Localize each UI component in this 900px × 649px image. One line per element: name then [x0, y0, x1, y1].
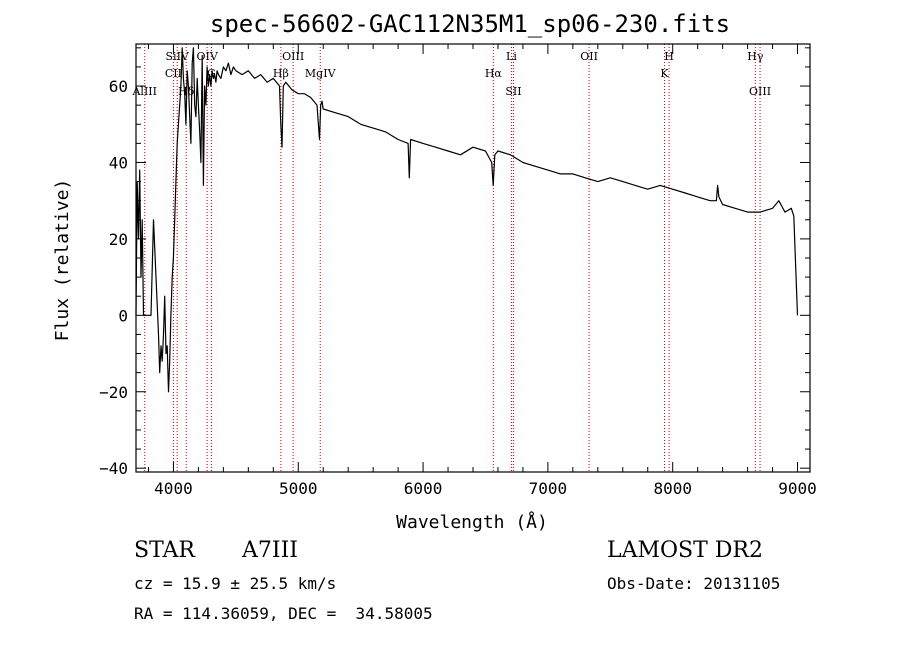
chart-title: spec-56602-GAC112N35M1_sp06-230.fits: [210, 10, 730, 38]
line-marker-label-4: OIV: [196, 50, 218, 63]
y-tick-label: 40: [109, 153, 128, 172]
line-marker-label-10: Hα: [485, 67, 503, 80]
y-tick-label: 60: [109, 77, 128, 96]
line-marker-label-9: Li: [506, 50, 517, 63]
line-marker-label-15: Hγ: [747, 50, 764, 63]
coordinates-text: RA = 114.36059, DEC = 34.58005: [134, 604, 433, 623]
y-tick-label: 20: [109, 230, 128, 249]
y-tick-label: −40: [99, 459, 128, 478]
x-tick-label: 9000: [778, 479, 817, 498]
line-marker-label-11: SII: [505, 85, 521, 98]
x-tick-label: 5000: [279, 479, 318, 498]
y-tick-label: 0: [118, 306, 128, 325]
plot-frame: [135, 43, 811, 473]
line-marker-label-0: AlIII: [131, 85, 157, 98]
x-tick-label: 4000: [154, 479, 193, 498]
line-marker-label-14: K: [660, 67, 669, 80]
spectrum-series: [135, 47, 799, 393]
line-marker-label-16: OIII: [749, 85, 771, 98]
spectrum-line-0: [135, 47, 799, 393]
y-tick-label: −20: [99, 383, 128, 402]
axes: 4000 5000 6000 7000 8000 9000 −40 −20 0 20 40 60: [99, 43, 817, 498]
line-marker-label-8: MgIV: [305, 67, 337, 80]
x-tick-label: 6000: [404, 479, 443, 498]
y-axis-label: Flux (relative): [52, 179, 73, 342]
survey-label: LAMOST DR2: [607, 538, 763, 563]
cz-text: cz = 15.9 ± 25.5 km/s: [134, 574, 337, 593]
spectrum-chart: spec-56602-GAC112N35M1_sp06-230.fits AlI…: [52, 10, 817, 533]
obs-date-text: Obs-Date: 20131105: [607, 574, 781, 593]
line-marker-label-7: Hβ: [273, 67, 289, 80]
object-subclass-label: A7III: [242, 538, 298, 563]
x-axis-label: Wavelength (Å): [396, 511, 548, 533]
line-marker-label-13: H: [664, 50, 674, 63]
line-marker-label-2: SiIV: [166, 50, 190, 63]
line-marker-label-12: OII: [580, 50, 598, 63]
object-class-label: STAR: [134, 538, 195, 563]
x-tick-label: 8000: [653, 479, 692, 498]
x-tick-label: 7000: [529, 479, 568, 498]
line-marker-label-1: CII: [165, 67, 182, 80]
line-marker-label-6: OIII: [282, 50, 304, 63]
